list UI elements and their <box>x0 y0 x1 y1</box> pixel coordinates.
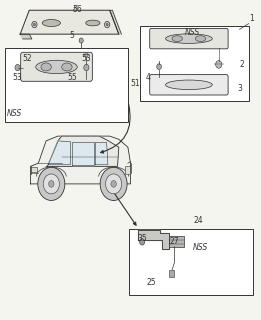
Bar <box>31 167 37 172</box>
Text: 5: 5 <box>70 31 75 40</box>
Ellipse shape <box>86 20 100 26</box>
Text: 51: 51 <box>130 79 140 88</box>
Text: 3: 3 <box>237 84 242 93</box>
Circle shape <box>43 174 60 194</box>
Circle shape <box>140 239 145 245</box>
Text: 35: 35 <box>137 234 147 243</box>
Text: 1: 1 <box>249 14 254 23</box>
Circle shape <box>111 180 116 187</box>
Text: 2: 2 <box>240 60 245 69</box>
Circle shape <box>85 52 88 57</box>
Text: NSS: NSS <box>185 28 200 37</box>
Bar <box>129 228 252 295</box>
Polygon shape <box>138 230 169 249</box>
Text: 56: 56 <box>72 4 82 13</box>
FancyBboxPatch shape <box>150 28 228 49</box>
Bar <box>140 26 249 101</box>
Text: 53: 53 <box>81 53 91 62</box>
Text: 4: 4 <box>146 73 151 82</box>
Bar <box>125 166 130 174</box>
Circle shape <box>84 64 89 71</box>
Polygon shape <box>46 136 119 166</box>
Text: 52: 52 <box>23 53 32 62</box>
Ellipse shape <box>41 63 51 71</box>
Polygon shape <box>31 136 130 184</box>
Bar <box>169 270 174 277</box>
Circle shape <box>105 174 122 194</box>
Polygon shape <box>110 10 121 34</box>
Bar <box>5 49 128 122</box>
Circle shape <box>100 167 127 200</box>
FancyBboxPatch shape <box>21 52 92 81</box>
Polygon shape <box>96 142 108 165</box>
Circle shape <box>32 21 37 28</box>
Circle shape <box>157 64 161 69</box>
Circle shape <box>105 21 110 28</box>
Text: 53: 53 <box>12 73 22 82</box>
Circle shape <box>216 60 222 68</box>
Polygon shape <box>20 34 32 39</box>
Text: 24: 24 <box>193 216 203 225</box>
Circle shape <box>33 23 35 26</box>
Circle shape <box>49 180 54 187</box>
Ellipse shape <box>165 34 212 44</box>
Circle shape <box>106 23 108 26</box>
Text: NSS: NSS <box>193 243 208 252</box>
FancyBboxPatch shape <box>150 75 228 95</box>
Ellipse shape <box>62 63 72 71</box>
Ellipse shape <box>172 36 182 42</box>
Text: NSS: NSS <box>7 109 22 118</box>
Polygon shape <box>48 141 71 165</box>
Text: 55: 55 <box>67 73 77 82</box>
Text: 27: 27 <box>169 237 179 246</box>
Polygon shape <box>20 10 119 34</box>
Text: 25: 25 <box>146 278 156 287</box>
Circle shape <box>79 38 83 43</box>
Circle shape <box>38 167 65 200</box>
Bar <box>169 236 184 247</box>
Ellipse shape <box>36 60 77 74</box>
Circle shape <box>15 64 20 71</box>
Ellipse shape <box>165 80 212 90</box>
Polygon shape <box>72 142 94 165</box>
Ellipse shape <box>195 36 206 42</box>
Ellipse shape <box>42 20 60 27</box>
